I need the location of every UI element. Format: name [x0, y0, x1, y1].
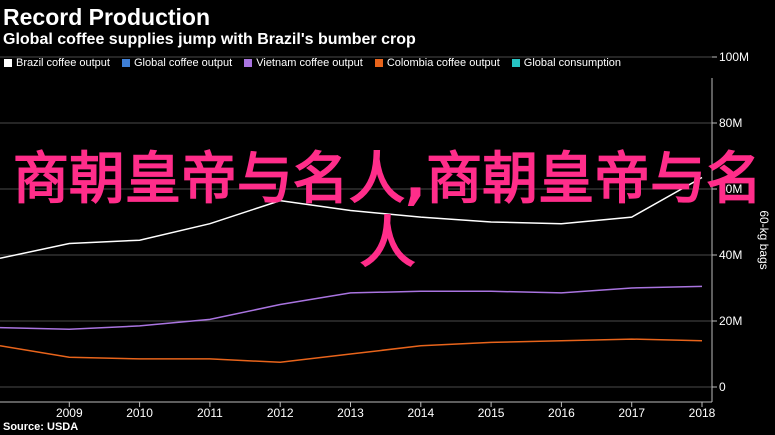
- y-tick-label: 0: [719, 380, 726, 394]
- x-tick-label: 2010: [126, 406, 153, 420]
- y-axis-label: 60-kg bags: [757, 210, 771, 269]
- legend-label-vietnam: Vietnam coffee output: [256, 57, 363, 69]
- gridlines: [0, 56, 712, 388]
- series-line-3: [0, 338, 703, 364]
- legend-swatch-vietnam: [244, 59, 253, 67]
- legend-swatch-global-output: [121, 59, 130, 67]
- legend-label-consumption: Global consumption: [523, 57, 622, 69]
- x-tick-label: 2015: [478, 406, 505, 420]
- x-tick-label: 2018: [689, 406, 716, 420]
- legend-swatch-brazil: [4, 59, 12, 67]
- y-tick-label: 40M: [719, 248, 742, 262]
- x-tick-label: 2009: [56, 406, 83, 420]
- legend-label-colombia: Colombia coffee output: [386, 57, 500, 69]
- series-line-0: [0, 176, 703, 260]
- y-tick-label: 100M: [719, 50, 749, 64]
- legend: Brazil coffee output Global coffee outpu…: [4, 57, 621, 69]
- y-tick-label: 60M: [719, 182, 742, 196]
- series-line-2: [0, 285, 703, 331]
- legend-item-global-output: Global coffee output: [121, 57, 233, 69]
- legend-label-brazil: Brazil coffee output: [16, 57, 110, 69]
- x-tick-label: 2012: [267, 406, 294, 420]
- legend-item-vietnam: Vietnam coffee output: [244, 57, 363, 69]
- watermark-overlay-text: 商朝皇帝与名人,商朝皇帝与名人: [12, 147, 763, 276]
- y-tick-label: 20M: [719, 314, 742, 328]
- x-tick-label: 2011: [197, 406, 223, 420]
- axes: 020M40M60M80M100M120M140M160M180M60-kg b…: [0, 50, 771, 420]
- legend-item-consumption: Global consumption: [511, 57, 622, 69]
- legend-item-colombia: Colombia coffee output: [374, 57, 500, 69]
- x-tick-label: 2016: [548, 406, 575, 420]
- series-lines: [0, 176, 703, 364]
- legend-label-global-output: Global coffee output: [133, 57, 233, 69]
- x-tick-label: 2013: [337, 406, 364, 420]
- chart-subtitle: Global coffee supplies jump with Brazil'…: [3, 31, 416, 48]
- x-tick-label: 2017: [618, 406, 645, 420]
- y-tick-label: 80M: [719, 116, 742, 130]
- legend-item-brazil: Brazil coffee output: [4, 57, 110, 69]
- source-note: Source: USDA: [3, 421, 79, 433]
- x-tick-label: 2014: [407, 406, 434, 420]
- chart-title: Record Production: [3, 4, 211, 30]
- legend-swatch-colombia: [374, 59, 383, 67]
- legend-swatch-consumption: [511, 59, 520, 67]
